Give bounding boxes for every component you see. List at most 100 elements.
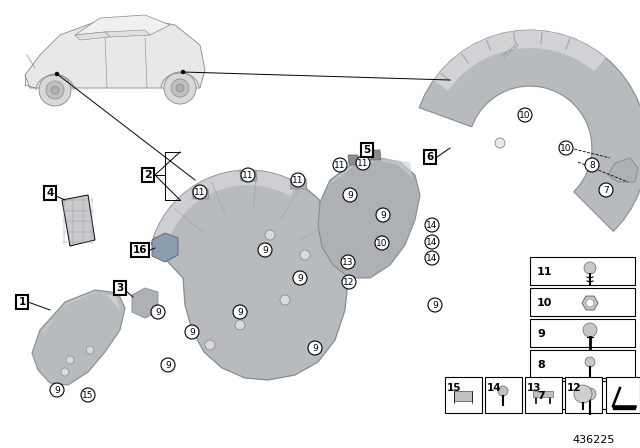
Text: 9: 9	[237, 307, 243, 316]
Text: 1: 1	[19, 297, 26, 307]
Circle shape	[585, 158, 599, 172]
Polygon shape	[348, 155, 359, 165]
FancyBboxPatch shape	[530, 288, 635, 316]
Text: 9: 9	[312, 344, 318, 353]
Circle shape	[164, 72, 196, 104]
Circle shape	[428, 298, 442, 312]
Text: 9: 9	[189, 327, 195, 336]
Circle shape	[584, 262, 596, 274]
Circle shape	[498, 386, 508, 396]
Circle shape	[235, 320, 245, 330]
Text: 7: 7	[603, 185, 609, 194]
Text: 13: 13	[527, 383, 541, 393]
Circle shape	[55, 72, 59, 76]
Circle shape	[425, 251, 439, 265]
FancyBboxPatch shape	[533, 391, 553, 397]
Polygon shape	[105, 30, 150, 37]
Text: 9: 9	[537, 329, 545, 339]
Text: 4: 4	[46, 188, 54, 198]
Text: 11: 11	[195, 188, 205, 197]
Text: 436225: 436225	[573, 435, 615, 445]
FancyBboxPatch shape	[484, 377, 522, 413]
Circle shape	[308, 341, 322, 355]
FancyBboxPatch shape	[530, 350, 635, 378]
FancyBboxPatch shape	[445, 377, 481, 413]
Polygon shape	[132, 288, 158, 318]
Circle shape	[586, 299, 594, 307]
FancyBboxPatch shape	[606, 377, 640, 413]
Polygon shape	[613, 406, 635, 409]
Text: 9: 9	[432, 301, 438, 310]
Circle shape	[599, 183, 613, 197]
Text: 5: 5	[364, 145, 371, 155]
Text: 7: 7	[537, 391, 545, 401]
Text: 14: 14	[486, 383, 501, 393]
Circle shape	[293, 271, 307, 285]
Circle shape	[185, 325, 199, 339]
Text: FENSI: FENSI	[502, 42, 522, 59]
Circle shape	[584, 388, 596, 400]
Text: 11: 11	[334, 160, 346, 169]
Polygon shape	[42, 292, 120, 333]
Circle shape	[265, 230, 275, 240]
Text: 16: 16	[132, 245, 147, 255]
Polygon shape	[75, 32, 110, 40]
Circle shape	[333, 158, 347, 172]
Circle shape	[291, 173, 305, 187]
Text: 14: 14	[426, 220, 438, 229]
Circle shape	[356, 156, 370, 170]
Circle shape	[343, 188, 357, 202]
Circle shape	[161, 358, 175, 372]
Text: 6: 6	[426, 152, 434, 162]
FancyBboxPatch shape	[530, 319, 635, 347]
Polygon shape	[370, 150, 381, 160]
Text: 12: 12	[343, 277, 355, 287]
Polygon shape	[582, 296, 598, 310]
Polygon shape	[608, 158, 638, 182]
Circle shape	[574, 385, 592, 403]
FancyBboxPatch shape	[454, 391, 472, 401]
Circle shape	[425, 235, 439, 249]
Circle shape	[376, 208, 390, 222]
Text: 10: 10	[376, 238, 388, 247]
Polygon shape	[25, 18, 205, 88]
Circle shape	[583, 323, 597, 337]
FancyBboxPatch shape	[564, 377, 602, 413]
Polygon shape	[332, 158, 412, 183]
Polygon shape	[290, 179, 307, 189]
Polygon shape	[192, 189, 209, 199]
Polygon shape	[75, 15, 170, 35]
FancyBboxPatch shape	[530, 381, 635, 409]
Text: 11: 11	[357, 159, 369, 168]
Circle shape	[193, 185, 207, 199]
Circle shape	[341, 255, 355, 269]
Circle shape	[518, 108, 532, 122]
Circle shape	[233, 305, 247, 319]
Circle shape	[559, 141, 573, 155]
Circle shape	[258, 243, 272, 257]
Text: 9: 9	[54, 385, 60, 395]
Polygon shape	[62, 195, 95, 246]
Text: 13: 13	[342, 258, 354, 267]
Circle shape	[205, 340, 215, 350]
Text: 9: 9	[347, 190, 353, 199]
Text: 3: 3	[116, 283, 124, 293]
Text: 9: 9	[262, 246, 268, 254]
Text: 8: 8	[537, 360, 545, 370]
Text: 14: 14	[426, 237, 438, 246]
Text: 11: 11	[292, 176, 304, 185]
Circle shape	[51, 86, 59, 94]
Text: 11: 11	[537, 267, 552, 277]
Polygon shape	[152, 170, 348, 380]
Polygon shape	[154, 170, 298, 241]
Circle shape	[176, 84, 184, 92]
Text: 2: 2	[144, 170, 152, 180]
Circle shape	[585, 357, 595, 367]
Circle shape	[81, 388, 95, 402]
Text: 15: 15	[447, 383, 461, 393]
Circle shape	[86, 346, 94, 354]
FancyBboxPatch shape	[530, 257, 635, 285]
Circle shape	[375, 236, 389, 250]
Text: 10: 10	[560, 143, 572, 152]
Polygon shape	[152, 233, 178, 262]
